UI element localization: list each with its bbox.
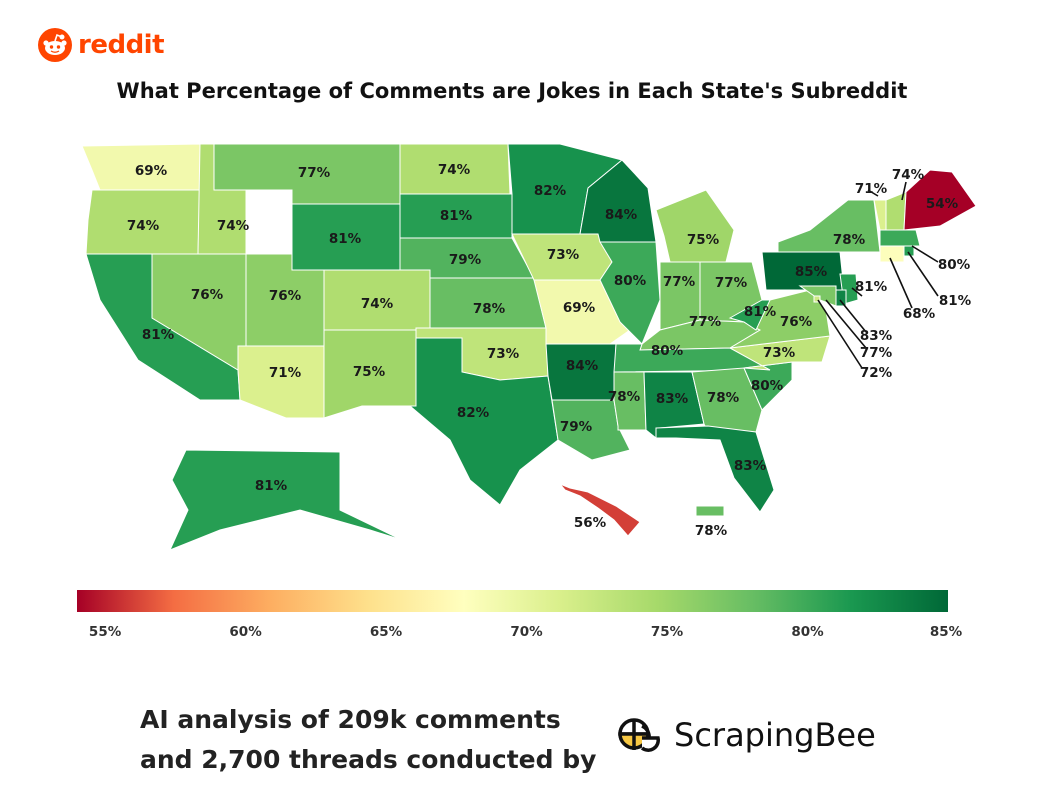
value-label-wy: 81% — [329, 231, 362, 247]
value-label-id: 74% — [217, 218, 250, 234]
value-label-co: 74% — [361, 296, 394, 312]
scale-tick-label: 60% — [229, 624, 262, 640]
scale-tick-label: 65% — [369, 624, 403, 640]
leader-line — [911, 245, 939, 263]
value-label-pr: 78% — [695, 523, 728, 539]
value-label-mi: 75% — [687, 232, 720, 248]
value-label-nc: 73% — [763, 345, 796, 361]
value-label-ak: 81% — [255, 478, 288, 494]
value-label-il: 80% — [614, 273, 647, 289]
value-label-or: 74% — [127, 218, 160, 234]
state-ny — [777, 199, 881, 253]
leader-line — [825, 299, 867, 349]
state-va — [729, 289, 831, 349]
value-label-al: 83% — [656, 391, 689, 407]
value-label-nh: 74% — [892, 167, 925, 183]
scrapingbee-wordmark: ScrapingBee — [674, 716, 876, 754]
reddit-alien-icon — [38, 28, 72, 62]
value-label-hi: 56% — [574, 515, 607, 531]
value-label-vt: 71% — [855, 181, 888, 197]
scale-tick-label: 55% — [88, 624, 122, 640]
footer-line-1: AI analysis of 209k comments — [140, 705, 561, 734]
value-label-wv: 81% — [744, 304, 777, 320]
value-label-ms: 78% — [608, 389, 641, 405]
value-label-ny: 78% — [833, 232, 866, 248]
value-label-de: 83% — [860, 328, 893, 344]
value-label-nv: 76% — [191, 287, 224, 303]
state-mi — [655, 189, 735, 263]
value-label-wi: 84% — [605, 207, 638, 223]
value-label-me: 54% — [926, 196, 959, 212]
footer-caption: AI analysis of 209k comments and 2,700 t… — [140, 700, 596, 780]
value-label-sc: 80% — [751, 378, 784, 394]
value-label-mn: 82% — [534, 183, 567, 199]
leader-line — [817, 299, 863, 369]
reddit-wordmark: reddit — [78, 30, 165, 60]
color-scale-bar — [77, 590, 948, 612]
state-de — [835, 289, 847, 307]
value-label-ut: 76% — [269, 288, 302, 304]
value-label-md: 77% — [860, 345, 893, 361]
value-label-pa: 85% — [795, 264, 828, 280]
value-label-mo: 69% — [563, 300, 596, 316]
value-label-va: 76% — [780, 314, 813, 330]
value-label-nj: 81% — [855, 279, 888, 295]
value-label-ri: 81% — [939, 293, 972, 309]
value-label-dc: 72% — [860, 365, 893, 381]
value-label-ia: 73% — [547, 247, 580, 263]
state-az — [237, 345, 325, 419]
value-label-ca: 81% — [142, 327, 175, 343]
value-label-ne: 79% — [449, 252, 482, 268]
state-fl — [655, 425, 775, 513]
value-label-wa: 69% — [135, 163, 168, 179]
footer-line-2: and 2,700 threads conducted by — [140, 745, 597, 774]
value-label-fl: 83% — [734, 458, 767, 474]
scale-tick-label: 70% — [510, 624, 543, 640]
value-label-ar: 84% — [566, 358, 599, 374]
scrapingbee-icon — [618, 718, 660, 752]
value-label-in: 77% — [663, 274, 696, 290]
reddit-logo: reddit — [38, 28, 165, 62]
state-ak — [169, 449, 403, 551]
value-label-ok: 73% — [487, 346, 520, 362]
state-wv — [728, 289, 781, 331]
scale-tick-label: 85% — [929, 624, 963, 640]
leader-line — [907, 251, 939, 297]
scrapingbee-logo: ScrapingBee — [612, 712, 876, 758]
chart-title: What Percentage of Comments are Jokes in… — [116, 79, 908, 103]
state-tx — [362, 337, 559, 506]
state-il — [599, 241, 661, 345]
value-label-ma: 80% — [938, 257, 971, 273]
scale-tick-label: 80% — [791, 624, 824, 640]
value-label-tx: 82% — [457, 405, 490, 421]
value-label-oh: 77% — [715, 275, 748, 291]
value-label-az: 71% — [269, 365, 302, 381]
value-label-ks: 78% — [473, 301, 506, 317]
value-label-ct: 68% — [903, 306, 936, 322]
state-pr — [695, 505, 725, 517]
value-label-ky: 77% — [689, 314, 722, 330]
leader-line — [839, 299, 867, 333]
value-label-la: 79% — [560, 419, 593, 435]
value-label-nm: 75% — [353, 364, 386, 380]
value-label-nd: 74% — [438, 162, 471, 178]
value-label-ga: 78% — [707, 390, 740, 406]
leader-line — [889, 257, 913, 309]
value-label-tn: 80% — [651, 343, 684, 359]
us-states-map: 69%74%81%74%76% 76%71%77%81%74%75%74%81%7… — [81, 143, 977, 551]
leader-line — [867, 189, 879, 197]
leader-line — [901, 181, 907, 201]
state-ma — [879, 229, 921, 247]
state-ct — [879, 245, 905, 263]
leader-line — [851, 287, 863, 297]
value-label-sd: 81% — [440, 208, 473, 224]
scale-tick-label: 75% — [650, 624, 684, 640]
value-label-mt: 77% — [298, 165, 331, 181]
state-hi — [559, 483, 641, 537]
